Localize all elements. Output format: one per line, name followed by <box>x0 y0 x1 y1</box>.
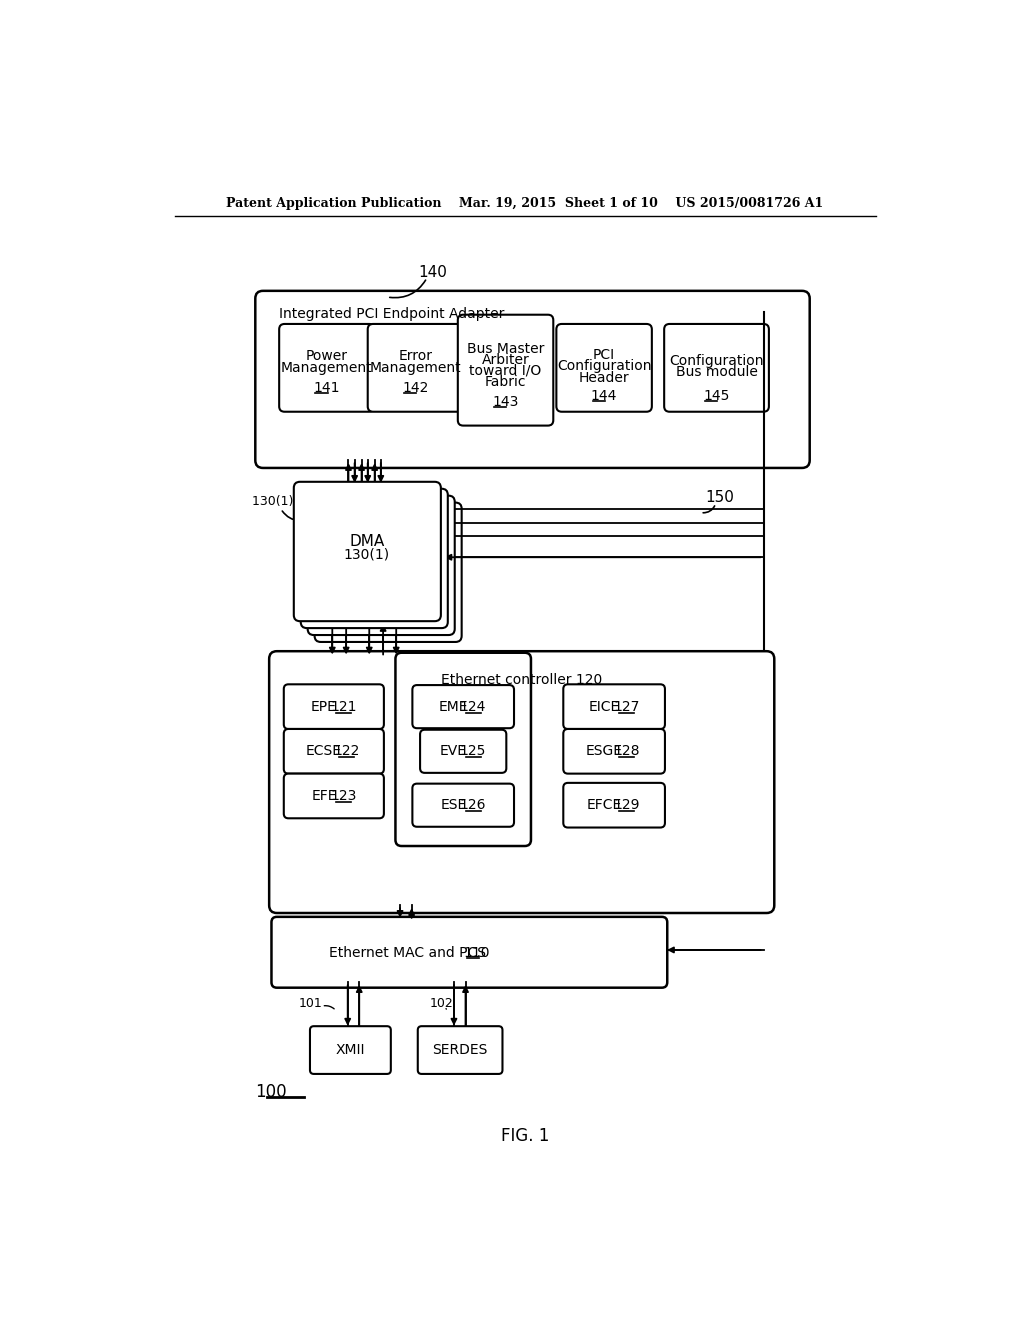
FancyBboxPatch shape <box>284 684 384 729</box>
Text: 102: 102 <box>430 998 454 1010</box>
Text: Header: Header <box>579 371 630 385</box>
FancyBboxPatch shape <box>413 685 514 729</box>
Text: FIG. 1: FIG. 1 <box>501 1127 549 1146</box>
FancyBboxPatch shape <box>563 729 665 774</box>
Text: 100: 100 <box>255 1082 287 1101</box>
Text: ESE: ESE <box>440 799 467 812</box>
Text: ECSE: ECSE <box>306 744 342 758</box>
Text: 124: 124 <box>460 700 486 714</box>
Text: 121: 121 <box>331 700 357 714</box>
Text: Ethernet controller 120: Ethernet controller 120 <box>441 673 602 686</box>
FancyBboxPatch shape <box>307 496 455 635</box>
FancyBboxPatch shape <box>269 651 774 913</box>
FancyBboxPatch shape <box>556 323 652 412</box>
Text: EPE: EPE <box>311 700 337 714</box>
Text: Integrated PCI Endpoint Adapter: Integrated PCI Endpoint Adapter <box>280 308 505 321</box>
Text: Patent Application Publication    Mar. 19, 2015  Sheet 1 of 10    US 2015/008172: Patent Application Publication Mar. 19, … <box>226 197 823 210</box>
FancyBboxPatch shape <box>310 1026 391 1074</box>
FancyBboxPatch shape <box>665 323 769 412</box>
Text: 122: 122 <box>333 744 359 758</box>
Text: EFCE: EFCE <box>587 799 622 812</box>
Text: EME: EME <box>438 700 468 714</box>
Text: EICE: EICE <box>589 700 620 714</box>
Text: 126: 126 <box>460 799 486 812</box>
Text: 110: 110 <box>464 946 490 960</box>
Text: Error: Error <box>398 350 432 363</box>
Text: Configuration: Configuration <box>670 354 764 368</box>
Text: EVE: EVE <box>440 744 467 758</box>
FancyBboxPatch shape <box>418 1026 503 1074</box>
Text: Arbiter: Arbiter <box>481 354 529 367</box>
Text: EFE: EFE <box>311 789 337 803</box>
Text: 130(1)- 130(4): 130(1)- 130(4) <box>252 495 343 508</box>
Text: Management: Management <box>282 360 373 375</box>
Text: PCI: PCI <box>593 347 615 362</box>
Text: 128: 128 <box>613 744 640 758</box>
Text: Management: Management <box>370 360 461 375</box>
FancyBboxPatch shape <box>368 323 463 412</box>
Text: 140: 140 <box>419 265 447 280</box>
FancyBboxPatch shape <box>284 774 384 818</box>
FancyBboxPatch shape <box>301 488 447 628</box>
Text: Bus Master: Bus Master <box>467 342 544 356</box>
Text: DMA: DMA <box>349 533 385 549</box>
FancyBboxPatch shape <box>395 653 531 846</box>
Text: 144: 144 <box>591 388 617 403</box>
Text: Ethernet MAC and PCS: Ethernet MAC and PCS <box>330 946 486 960</box>
Text: 127: 127 <box>613 700 640 714</box>
Text: 125: 125 <box>460 744 486 758</box>
FancyBboxPatch shape <box>413 784 514 826</box>
Text: 142: 142 <box>402 381 429 395</box>
Text: Configuration: Configuration <box>557 359 651 374</box>
Text: 129: 129 <box>613 799 640 812</box>
FancyBboxPatch shape <box>420 730 506 774</box>
Text: 101: 101 <box>299 998 323 1010</box>
Text: Bus module: Bus module <box>676 366 758 379</box>
FancyBboxPatch shape <box>294 482 441 622</box>
FancyBboxPatch shape <box>284 729 384 774</box>
Text: Fabric: Fabric <box>484 375 526 388</box>
Text: Power: Power <box>306 350 348 363</box>
Text: XMII: XMII <box>335 1043 365 1057</box>
FancyBboxPatch shape <box>314 503 462 642</box>
Text: 143: 143 <box>493 395 519 409</box>
Text: ESGE: ESGE <box>586 744 623 758</box>
Text: 130(1): 130(1) <box>344 548 390 562</box>
FancyBboxPatch shape <box>271 917 668 987</box>
FancyBboxPatch shape <box>563 783 665 828</box>
Text: 123: 123 <box>331 789 356 803</box>
FancyBboxPatch shape <box>458 314 553 425</box>
Text: 141: 141 <box>313 381 340 395</box>
Text: toward I/O: toward I/O <box>469 364 542 378</box>
Text: SERDES: SERDES <box>432 1043 487 1057</box>
FancyBboxPatch shape <box>280 323 375 412</box>
Text: 150: 150 <box>706 490 734 504</box>
FancyBboxPatch shape <box>255 290 810 469</box>
FancyBboxPatch shape <box>563 684 665 729</box>
Text: 145: 145 <box>703 388 730 403</box>
